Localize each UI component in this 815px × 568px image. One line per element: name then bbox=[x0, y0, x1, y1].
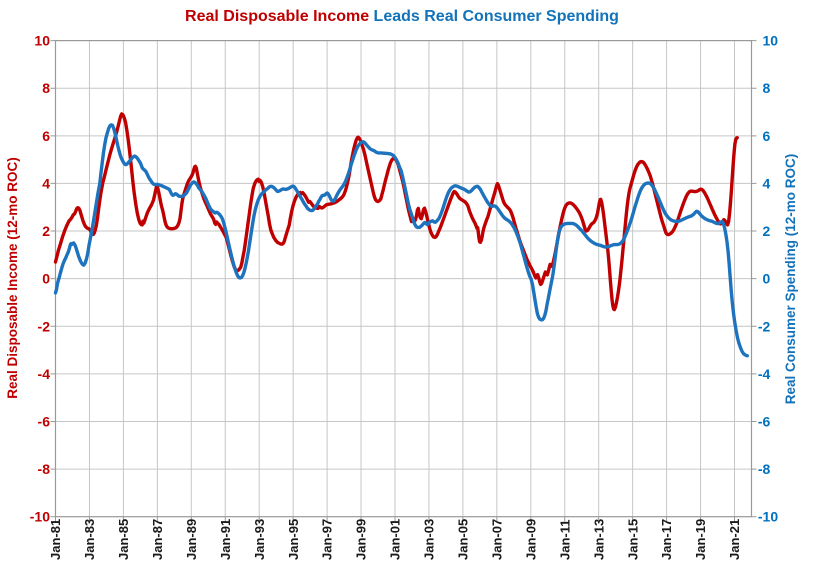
svg-text:Jan-13: Jan-13 bbox=[591, 519, 606, 560]
svg-text:-8: -8 bbox=[758, 461, 771, 477]
svg-text:Jan-89: Jan-89 bbox=[184, 519, 199, 560]
svg-text:-2: -2 bbox=[758, 318, 771, 334]
svg-text:10: 10 bbox=[34, 33, 50, 49]
svg-text:Jan-97: Jan-97 bbox=[320, 519, 335, 560]
svg-text:Jan-85: Jan-85 bbox=[116, 519, 131, 560]
svg-text:Jan-07: Jan-07 bbox=[489, 519, 504, 560]
svg-text:Jan-11: Jan-11 bbox=[557, 520, 572, 560]
svg-text:Real Consumer Spending (12-mo: Real Consumer Spending (12-mo ROC) bbox=[783, 154, 798, 405]
svg-text:Real Disposable Income Leads R: Real Disposable Income Leads Real Consum… bbox=[185, 8, 619, 25]
svg-text:-2: -2 bbox=[38, 318, 51, 334]
svg-text:Jan-95: Jan-95 bbox=[286, 519, 301, 560]
svg-text:2: 2 bbox=[763, 223, 771, 239]
svg-text:Jan-19: Jan-19 bbox=[693, 519, 708, 560]
svg-text:10: 10 bbox=[763, 33, 779, 49]
svg-text:Jan-17: Jan-17 bbox=[659, 519, 674, 560]
svg-text:Jan-05: Jan-05 bbox=[456, 519, 471, 560]
svg-text:Jan-91: Jan-91 bbox=[218, 519, 233, 560]
svg-text:4: 4 bbox=[763, 175, 771, 191]
svg-text:6: 6 bbox=[763, 128, 771, 144]
svg-text:Jan-81: Jan-81 bbox=[48, 519, 63, 560]
svg-text:6: 6 bbox=[42, 128, 50, 144]
svg-text:Jan-99: Jan-99 bbox=[354, 519, 369, 560]
svg-text:Jan-21: Jan-21 bbox=[727, 519, 742, 560]
svg-text:-4: -4 bbox=[758, 366, 771, 382]
svg-text:Real Disposable Income (12-mo: Real Disposable Income (12-mo ROC) bbox=[5, 157, 20, 399]
svg-text:8: 8 bbox=[763, 80, 771, 96]
svg-text:-4: -4 bbox=[38, 366, 51, 382]
svg-text:Jan-09: Jan-09 bbox=[523, 519, 538, 560]
svg-text:Jan-93: Jan-93 bbox=[252, 519, 267, 560]
svg-text:0: 0 bbox=[763, 271, 771, 287]
svg-text:-8: -8 bbox=[38, 461, 51, 477]
svg-text:-6: -6 bbox=[758, 413, 771, 429]
svg-text:Jan-15: Jan-15 bbox=[625, 519, 640, 560]
svg-text:-10: -10 bbox=[30, 509, 50, 525]
svg-text:0: 0 bbox=[42, 271, 50, 287]
svg-text:4: 4 bbox=[42, 175, 50, 191]
svg-text:8: 8 bbox=[42, 80, 50, 96]
svg-text:2: 2 bbox=[42, 223, 50, 239]
svg-text:-10: -10 bbox=[758, 509, 778, 525]
svg-text:Jan-03: Jan-03 bbox=[422, 519, 437, 560]
svg-text:Jan-83: Jan-83 bbox=[82, 519, 97, 560]
svg-text:Jan-01: Jan-01 bbox=[388, 519, 403, 560]
svg-text:Jan-87: Jan-87 bbox=[150, 519, 165, 560]
svg-text:-6: -6 bbox=[38, 413, 51, 429]
